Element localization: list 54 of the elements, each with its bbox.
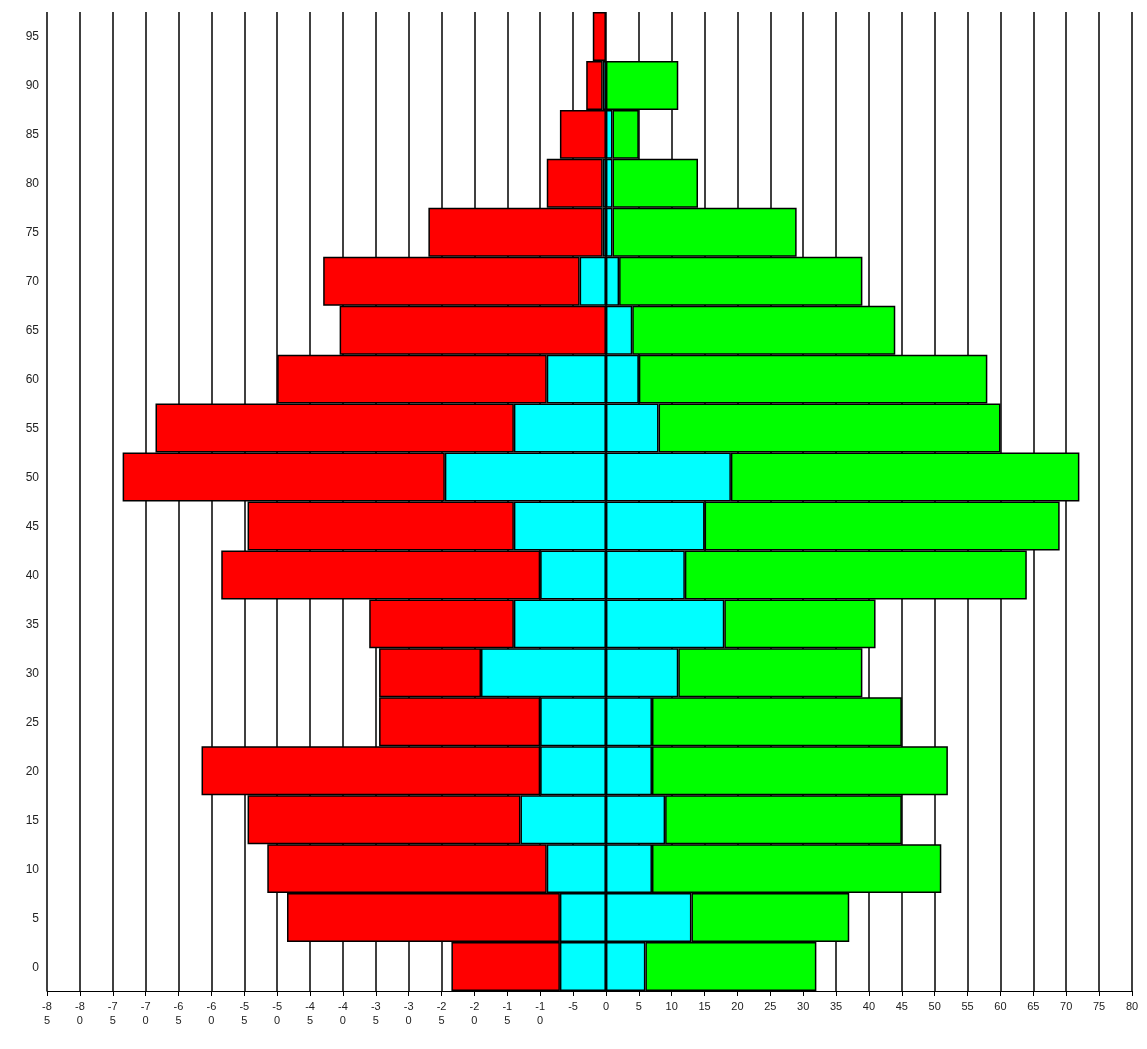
x-tick-label: 10	[665, 1000, 678, 1012]
x-tick-label: 80	[1125, 1000, 1139, 1012]
x-tick-label: -6 0	[206, 1000, 217, 1026]
x-tick-label: -8 5	[42, 1000, 52, 1026]
x-tick-label: 5	[635, 1000, 642, 1012]
x-tick-label: 65	[1027, 1000, 1040, 1012]
y-tick-label: 0	[32, 959, 40, 974]
y-tick-label: 60	[25, 372, 40, 387]
x-tick-label: -2 5	[436, 1000, 447, 1026]
x-tick-label: 75	[1093, 1000, 1106, 1012]
x-tick-label: -5	[568, 1000, 578, 1012]
y-tick-label: 55	[25, 421, 40, 436]
y-tick-label: 5	[32, 910, 40, 925]
x-tick-label: -3 0	[403, 1000, 414, 1026]
x-tick-label: -4 5	[305, 1000, 315, 1026]
x-tick-label: 30	[797, 1000, 810, 1012]
y-tick-label: 65	[25, 323, 40, 338]
x-tick-label: 15	[698, 1000, 711, 1012]
x-tick-label: 70	[1060, 1000, 1073, 1012]
x-tick-label: -6 5	[173, 1000, 184, 1026]
y-tick-label: 25	[25, 714, 40, 729]
x-tick-label: -1 0	[535, 1000, 546, 1026]
x-tick-label: 50	[928, 1000, 941, 1012]
y-tick-label: 40	[25, 567, 40, 582]
x-tick-label: -4 0	[338, 1000, 348, 1026]
x-tick-label: -5 5	[239, 1000, 250, 1026]
x-tick-label: 45	[895, 1000, 908, 1012]
x-tick-label: 25	[764, 1000, 777, 1012]
x-tick-label: -7 0	[140, 1000, 151, 1026]
y-tick-label: 50	[25, 470, 40, 485]
x-tick-label: -5 0	[272, 1000, 283, 1026]
y-tick-label: 35	[25, 616, 40, 631]
y-tick-label: 90	[25, 78, 40, 93]
x-tick-label: -7 5	[107, 1000, 118, 1026]
y-tick-label: 75	[25, 225, 40, 240]
y-tick-label: 70	[25, 274, 40, 289]
x-tick-label: 40	[862, 1000, 876, 1012]
x-tick-label: 55	[961, 1000, 974, 1012]
x-tick-label: -3 5	[370, 1000, 381, 1026]
y-tick-label: 20	[25, 763, 40, 778]
y-tick-label: 10	[25, 861, 40, 876]
y-tick-label: 85	[25, 127, 40, 142]
y-tick-label: 95	[25, 29, 40, 44]
x-tick-label: -8 0	[74, 1000, 85, 1026]
x-tick-label: 20	[731, 1000, 744, 1012]
x-tick-label: 60	[994, 1000, 1007, 1012]
x-tick-label: -2 0	[469, 1000, 480, 1026]
x-tick-label: -1 5	[502, 1000, 513, 1026]
y-tick-label: 80	[25, 176, 40, 191]
y-tick-label: 30	[25, 665, 40, 680]
y-tick-label: 15	[25, 812, 40, 827]
x-tick-label: 0	[602, 1000, 609, 1012]
x-tick-label: 35	[829, 1000, 843, 1012]
y-tick-label: 45	[25, 518, 40, 533]
